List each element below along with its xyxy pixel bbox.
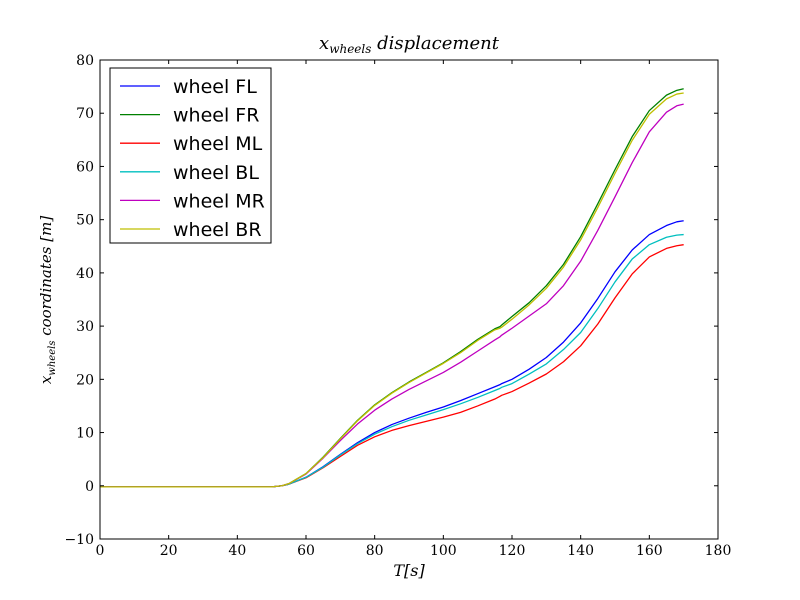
series-layer: [100, 88, 684, 488]
legend-items: wheel FL wheel FR wheel ML wheel BL wheel MR…: [120, 76, 265, 241]
series-line-4: [100, 233, 684, 488]
legend-label-4: wheel BL: [173, 162, 259, 184]
y-tick-label: −10: [64, 532, 94, 548]
x-tick-label: 140: [567, 543, 594, 559]
x-tick-label: 100: [430, 543, 457, 559]
axes-frame: [99, 59, 719, 540]
series-line-6: [100, 92, 684, 488]
x-tick-label: 180: [705, 543, 732, 559]
tick-labels-layer: 0 20 40 60 80 100 120 140 160 180−100102030405060…: [64, 53, 731, 559]
legend-label-2: wheel FR: [173, 105, 259, 127]
x-axis-label: T[s]: [393, 561, 425, 580]
x-tick-label: 80: [366, 543, 384, 559]
x-tick-label: 120: [499, 543, 526, 559]
legend: wheel FL wheel FR wheel ML wheel BL wheel MR…: [109, 67, 272, 244]
legend-label-6: wheel BR: [173, 219, 262, 241]
y-tick-label: 40: [76, 266, 94, 282]
x-tick-label: 0: [96, 543, 105, 559]
x-tick-label: 160: [636, 543, 663, 559]
y-tick-label: 20: [76, 372, 94, 388]
y-tick-label: 10: [76, 426, 94, 442]
y-tick-label: 70: [76, 106, 94, 122]
y-tick-label: 0: [85, 479, 94, 495]
y-axis-label: xwheels coordinates [m]: [37, 216, 58, 384]
y-tick-label: 50: [76, 213, 94, 229]
legend-label-3: wheel ML: [173, 133, 263, 155]
legend-label-1: wheel FL: [173, 76, 257, 98]
y-tick-label: 80: [76, 53, 94, 69]
y-tick-label: 60: [76, 159, 94, 175]
x-tick-label: 60: [297, 543, 315, 559]
ticks-layer: [99, 59, 719, 540]
x-tick-label: 40: [228, 543, 246, 559]
y-tick-label: 30: [76, 319, 94, 335]
legend-frame: [109, 67, 272, 244]
chart-title: xwheels displacement: [319, 33, 500, 56]
x-tick-label: 20: [160, 543, 178, 559]
legend-label-5: wheel MR: [173, 190, 265, 212]
